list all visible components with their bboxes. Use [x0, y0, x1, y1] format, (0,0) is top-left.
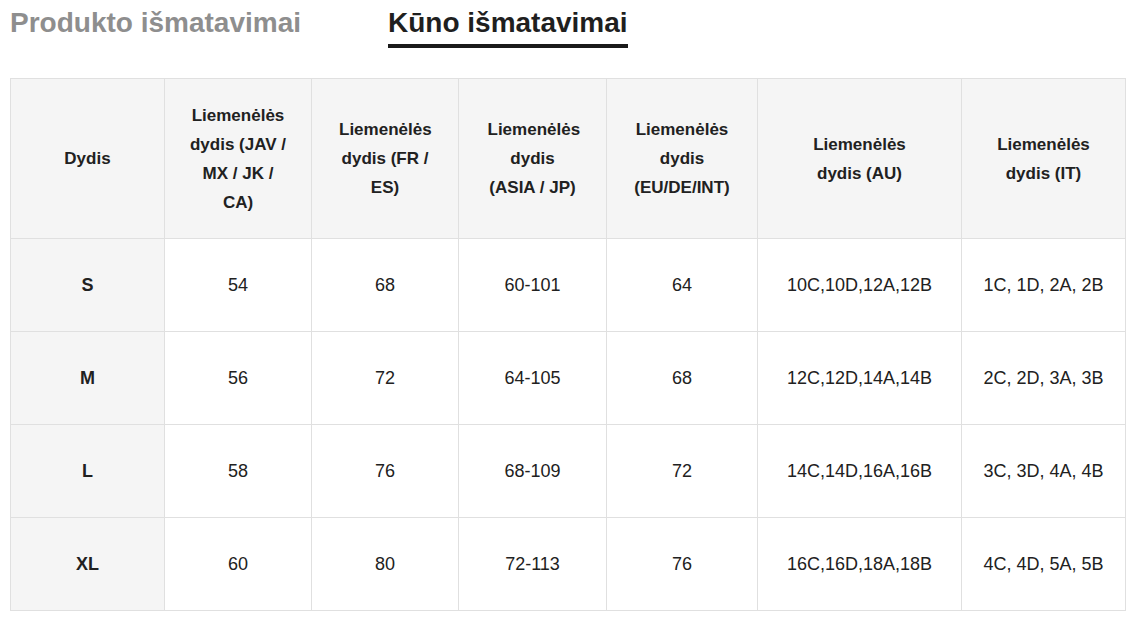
column-header-label: Liemenėlės dydis (AU)	[799, 130, 921, 188]
row-header-size: M	[11, 332, 165, 425]
table-cell: 72	[312, 332, 459, 425]
table-cell: 3C, 3D, 4A, 4B	[962, 425, 1126, 518]
column-header-dydis: Dydis	[11, 79, 165, 239]
table-cell: 1C, 1D, 2A, 2B	[962, 239, 1126, 332]
column-header-label: Liemenėlės dydis (EU/DE/INT)	[632, 115, 732, 202]
table-cell: 64	[607, 239, 758, 332]
table-row-xl: XL 60 80 72-113 76 16C,16D,18A,18B 4C, 4…	[11, 518, 1126, 611]
table-row-m: M 56 72 64-105 68 12C,12D,14A,14B 2C, 2D…	[11, 332, 1126, 425]
table-cell: 68	[607, 332, 758, 425]
size-chart-table: Dydis Liemenėlės dydis (JAV / MX / JK / …	[10, 78, 1126, 611]
table-cell: 76	[312, 425, 459, 518]
table-cell: 72-113	[459, 518, 607, 611]
table-cell: 58	[165, 425, 312, 518]
column-header-asia-jp: Liemenėlės dydis (ASIA / JP)	[459, 79, 607, 239]
table-cell: 12C,12D,14A,14B	[758, 332, 962, 425]
size-chart-page: Produkto išmatavimai Kūno išmatavimai Dy…	[0, 0, 1130, 611]
row-header-size: XL	[11, 518, 165, 611]
table-row-l: L 58 76 68-109 72 14C,14D,16A,16B 3C, 3D…	[11, 425, 1126, 518]
tab-kuno-ismatavimai[interactable]: Kūno išmatavimai	[388, 8, 628, 48]
row-header-size: L	[11, 425, 165, 518]
column-header-eu-de-int: Liemenėlės dydis (EU/DE/INT)	[607, 79, 758, 239]
column-header-label: Liemenėlės dydis (ASIA / JP)	[488, 115, 578, 202]
column-header-jav-mx-jk-ca: Liemenėlės dydis (JAV / MX / JK / CA)	[165, 79, 312, 239]
column-header-it: Liemenėlės dydis (IT)	[962, 79, 1126, 239]
column-header-label: Dydis	[64, 144, 110, 173]
table-cell: 72	[607, 425, 758, 518]
column-header-au: Liemenėlės dydis (AU)	[758, 79, 962, 239]
column-header-label: Liemenėlės dydis (FR / ES)	[339, 115, 431, 202]
table-cell: 68	[312, 239, 459, 332]
table-cell: 60-101	[459, 239, 607, 332]
table-cell: 54	[165, 239, 312, 332]
table-cell: 80	[312, 518, 459, 611]
table-cell: 68-109	[459, 425, 607, 518]
table-cell: 14C,14D,16A,16B	[758, 425, 962, 518]
table-cell: 4C, 4D, 5A, 5B	[962, 518, 1126, 611]
column-header-fr-es: Liemenėlės dydis (FR / ES)	[312, 79, 459, 239]
table-cell: 2C, 2D, 3A, 3B	[962, 332, 1126, 425]
table-cell: 56	[165, 332, 312, 425]
table-cell: 16C,16D,18A,18B	[758, 518, 962, 611]
table-cell: 10C,10D,12A,12B	[758, 239, 962, 332]
tab-produkto-ismatavimai[interactable]: Produkto išmatavimai	[10, 8, 301, 38]
table-cell: 64-105	[459, 332, 607, 425]
table-row-s: S 54 68 60-101 64 10C,10D,12A,12B 1C, 1D…	[11, 239, 1126, 332]
column-header-label: Liemenėlės dydis (JAV / MX / JK / CA)	[186, 101, 290, 217]
column-header-label: Liemenėlės dydis (IT)	[993, 130, 1095, 188]
table-cell: 60	[165, 518, 312, 611]
row-header-size: S	[11, 239, 165, 332]
measurement-tabs: Produkto išmatavimai Kūno išmatavimai	[10, 8, 1130, 48]
header-row: Dydis Liemenėlės dydis (JAV / MX / JK / …	[11, 79, 1126, 239]
table-cell: 76	[607, 518, 758, 611]
